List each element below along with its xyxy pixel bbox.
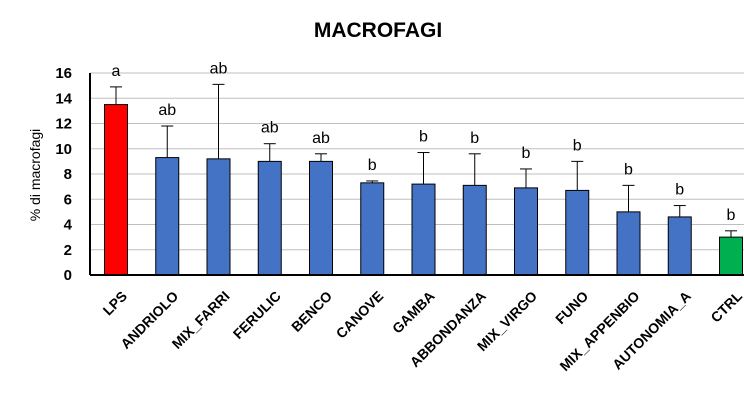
significance-labels-group: a ab ab ab ab b b b b b b b b <box>112 60 736 223</box>
significance-label: b <box>368 157 377 174</box>
y-axis-label: % di macrofagi <box>27 129 43 222</box>
significance-label: a <box>112 63 121 80</box>
significance-label: b <box>727 207 736 224</box>
bar-gamba <box>411 183 436 276</box>
category-label-ferulic: FERULIC <box>230 288 284 342</box>
bar-ctrl <box>719 236 743 276</box>
y-tick-labels-group: 0 2 4 6 8 10 12 14 16 <box>55 65 72 284</box>
bar-canove <box>360 182 385 276</box>
y-tick-label: 16 <box>55 65 72 82</box>
significance-label: ab <box>261 120 279 137</box>
significance-label: b <box>522 145 531 162</box>
significance-label: b <box>573 137 582 154</box>
bar-autonomia_a <box>667 216 692 276</box>
bar-funo <box>565 189 590 276</box>
category-label-canove: CANOVE <box>333 288 387 342</box>
category-label-funo: FUNO <box>552 288 591 327</box>
axes-group <box>89 73 744 276</box>
category-label-ctrl: CTRL <box>707 287 744 325</box>
y-tick-label: 6 <box>64 191 72 208</box>
significance-label: b <box>624 161 633 178</box>
bar-lps <box>104 104 128 276</box>
bar-andriolo <box>155 157 180 276</box>
chart-title: MACROFAGI <box>314 19 442 42</box>
y-tick-label: 14 <box>55 90 72 107</box>
y-tick-label: 2 <box>64 242 72 259</box>
significance-label: b <box>675 182 684 199</box>
bar-mix_virgo <box>514 187 538 276</box>
y-tick-label: 4 <box>64 217 73 234</box>
significance-label: ab <box>312 130 330 147</box>
significance-label: b <box>419 129 428 146</box>
bar-abbondanza <box>462 184 487 276</box>
bar-mix_appenbio <box>616 211 641 276</box>
y-tick-label: 12 <box>55 116 72 133</box>
significance-label: ab <box>158 102 176 119</box>
y-tick-label: 8 <box>64 166 72 183</box>
category-label-lps: LPS <box>100 288 131 319</box>
significance-label: b <box>470 130 479 147</box>
bar-ferulic <box>257 160 282 276</box>
category-label-gamba: GAMBA <box>389 288 438 337</box>
y-tick-label: 0 <box>64 267 72 284</box>
bar-mix_farri <box>206 158 231 276</box>
category-label-benco: BENCO <box>288 288 335 335</box>
significance-label: ab <box>210 60 228 77</box>
bar-benco <box>309 160 333 276</box>
y-tick-label: 10 <box>55 141 72 158</box>
error-bars-group <box>110 83 737 238</box>
